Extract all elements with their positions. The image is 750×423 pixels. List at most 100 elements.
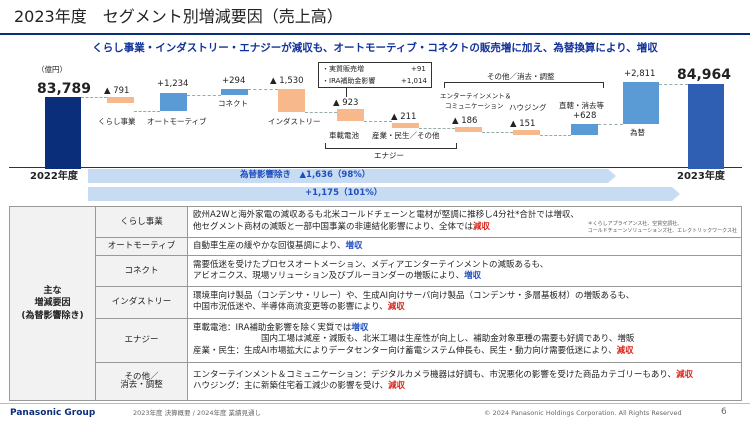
bar-kurashi: [107, 97, 134, 103]
headline-summary: くらし事業・インダストリー・エナジーが減収も、オートモーティブ・コネクトの販売増…: [92, 42, 658, 54]
connector: [598, 124, 623, 125]
category-label: 産業・民生／その他: [372, 131, 440, 140]
delta-label: ▲ 151: [510, 119, 536, 129]
footnote-line: コールドチェーンソリューションズ社、エレクトリックワークス社: [587, 227, 737, 234]
start-year-label: 2022年度: [30, 171, 78, 182]
desc-line: 他セグメント商材の減販と一部中国事業の非連結化影響により、全体では減収: [193, 222, 736, 234]
segment-label: 消去・調整: [120, 380, 163, 391]
delta-label: ▲ 791: [104, 86, 130, 96]
document-name: 2023年度 決算概要 / 2024年度 業績見通し: [133, 409, 262, 417]
connector: [419, 128, 455, 129]
description-cell: 欧州A2Wと海外家電の減収あるも北米コールドチェーンと電材が堅調に推移し4分社*…: [187, 205, 742, 239]
category-label: オートモーティブ: [147, 117, 207, 126]
bar-fx: [623, 82, 659, 124]
connector: [134, 111, 160, 112]
highlight-decrease: 減収: [388, 381, 406, 392]
highlight-decrease: 減収: [387, 302, 405, 313]
desc-text: 他セグメント商材の減販と一部中国事業の非連結化影響により、全体では: [193, 222, 473, 233]
description-cell: 環境車向け製品（コンデンサ・リレー）や、生成AI向けサーバ向け製品（コンデンサ・…: [187, 286, 742, 319]
table-row: インダストリー 環境車向け製品（コンデンサ・リレー）や、生成AI向けサーバ向け製…: [10, 286, 742, 319]
category-label: 直轄・消去等: [559, 101, 604, 110]
note-label: ・実質販売増: [322, 65, 364, 73]
desc-line: 国内工場は減産・減販も、北米工場は生産性が向上し、補助金対象車種の需要も好調であ…: [261, 334, 635, 345]
highlight-decrease: 減収: [676, 369, 694, 380]
note-label: ・IRA補助金影響: [322, 77, 376, 85]
note-value: +1,014: [401, 77, 427, 85]
baseline-mark: [688, 167, 724, 169]
connector: [81, 97, 107, 98]
table-row: コネクト 需要低迷を受けたプロセスオートメーション、メディアエンターテインメント…: [10, 255, 742, 288]
energy-bracket: [325, 143, 457, 149]
delta-label: +294: [222, 76, 246, 86]
delta-label: ▲ 186: [452, 116, 478, 126]
segment-cell: その他／ 消去・調整: [95, 361, 188, 402]
end-value: 84,964: [677, 67, 732, 83]
segment-label: その他／: [124, 371, 159, 382]
desc-text: ハウジング：主に新築住宅着工減少の影響を受け、: [193, 381, 389, 392]
delta-label: ▲ 923: [333, 98, 359, 108]
table-row: オートモーティブ 自動車生産の緩やかな回復基調により、増収: [10, 237, 742, 257]
segment-cell: インダストリー: [95, 286, 188, 319]
end-year-label: 2023年度: [677, 171, 725, 182]
main-label: 主な: [43, 286, 62, 297]
desc-text: アビオニクス、現場ソリューション及びブルーヨンダーの増販により、: [193, 271, 465, 282]
highlight-decrease: 減収: [473, 222, 491, 233]
other-label: その他／消去・調整: [487, 72, 555, 81]
highlight-increase: 増収: [345, 240, 363, 251]
main-label: 増減要因: [34, 298, 71, 309]
category-label: エンターテインメント＆: [440, 92, 512, 100]
connector: [540, 135, 571, 136]
energy-label: エナジー: [374, 151, 404, 160]
desc-line: ハウジング：主に新築住宅着工減少の影響を受け、減収: [193, 381, 736, 393]
footer: Panasonic Group 2023年度 決算概要 / 2024年度 業績見…: [0, 403, 750, 423]
page-number: 6: [721, 407, 727, 417]
desc-line: 産業・民生：生成AI市場拡大によりデータセンター向け蓄電システム伸長も、民生・動…: [193, 346, 736, 358]
company-logo: Panasonic Group: [10, 408, 96, 418]
bar-connect: [221, 89, 248, 95]
description-cell: 車載電池：IRA補助金影響を除く実質では増収 国内工場は減産・減販も、北米工場は…: [187, 317, 742, 363]
connector: [187, 95, 221, 96]
page-title: 2023年度 セグメント別増減要因（売上高）: [14, 7, 343, 26]
bar-entertainment: [455, 127, 482, 132]
delta-label: ▲ 211: [391, 112, 417, 122]
segment-cell: コネクト: [95, 255, 188, 288]
category-label: コミュニケーション: [445, 102, 504, 110]
highlight-decrease: 減収: [616, 346, 634, 357]
total-change-label: +1,175（101%）: [305, 188, 383, 198]
delta-label: ▲ 1,530: [270, 76, 304, 86]
description-cell: エンターテインメント＆コミュニケーション：デジタルカメラ機器は好調も、市況悪化の…: [187, 361, 742, 402]
segment-cell: オートモーティブ: [95, 237, 188, 257]
total-change-arrow: [88, 187, 680, 201]
table-row: 主な 増減要因 (為替影響除き) くらし事業 欧州A2Wと海外家電の減収あるも北…: [9, 205, 742, 401]
bar-industry: [278, 89, 305, 112]
start-value: 83,789: [37, 81, 92, 97]
note-value: +91: [411, 65, 426, 73]
bar-corporate-elimination: [571, 124, 598, 135]
desc-text: 自動車生産の緩やかな回復基調により、: [193, 240, 346, 251]
factors-table: 主な 増減要因 (為替影響除き) くらし事業 欧州A2Wと海外家電の減収あるも北…: [9, 205, 742, 402]
delta-label: +1,234: [157, 79, 189, 89]
desc-line: 欧州A2Wと海外家電の減収あるも北米コールドチェーンと電材が堅調に推移し4分社*…: [193, 210, 579, 221]
fx-excluded-label: 為替影響除き ▲1,636（98%）: [240, 170, 371, 180]
bar-ev-battery: [337, 109, 364, 121]
table-row: エナジー 車載電池：IRA補助金影響を除く実質では増収 国内工場は減産・減販も、…: [10, 317, 742, 363]
main-factors-header: 主な 増減要因 (為替影響除き): [9, 206, 96, 401]
connector: [248, 89, 278, 90]
connector: [482, 132, 513, 133]
description-cell: 需要低迷を受けたプロセスオートメーション、メディアエンターテインメントの減販ある…: [187, 255, 742, 288]
description-cell: 自動車生産の緩やかな回復基調により、増収: [187, 237, 742, 257]
other-bracket: [444, 82, 604, 88]
baseline-mark: [45, 167, 81, 169]
segment-cell: くらし事業: [95, 205, 188, 239]
ev-battery-note-box: ・実質販売増 +91 ・IRA補助金影響 +1,014: [318, 62, 432, 88]
category-label: 車載電池: [329, 131, 359, 140]
bar-automotive: [160, 93, 187, 111]
desc-text: 産業・民生：生成AI市場拡大によりデータセンター向け蓄電システム伸長も、民生・動…: [193, 346, 617, 357]
copyright: © 2024 Panasonic Holdings Corporation. A…: [484, 409, 682, 417]
category-label: くらし事業: [98, 117, 136, 126]
category-label: 為替: [630, 128, 645, 137]
desc-line: 中国市況低迷や、半導体商流変更等の影響により、減収: [193, 302, 736, 314]
bar-2022-total: [45, 97, 81, 167]
note-pointer: [346, 88, 347, 97]
desc-line: 車載電池：IRA補助金影響を除く実質では増収: [193, 323, 736, 335]
